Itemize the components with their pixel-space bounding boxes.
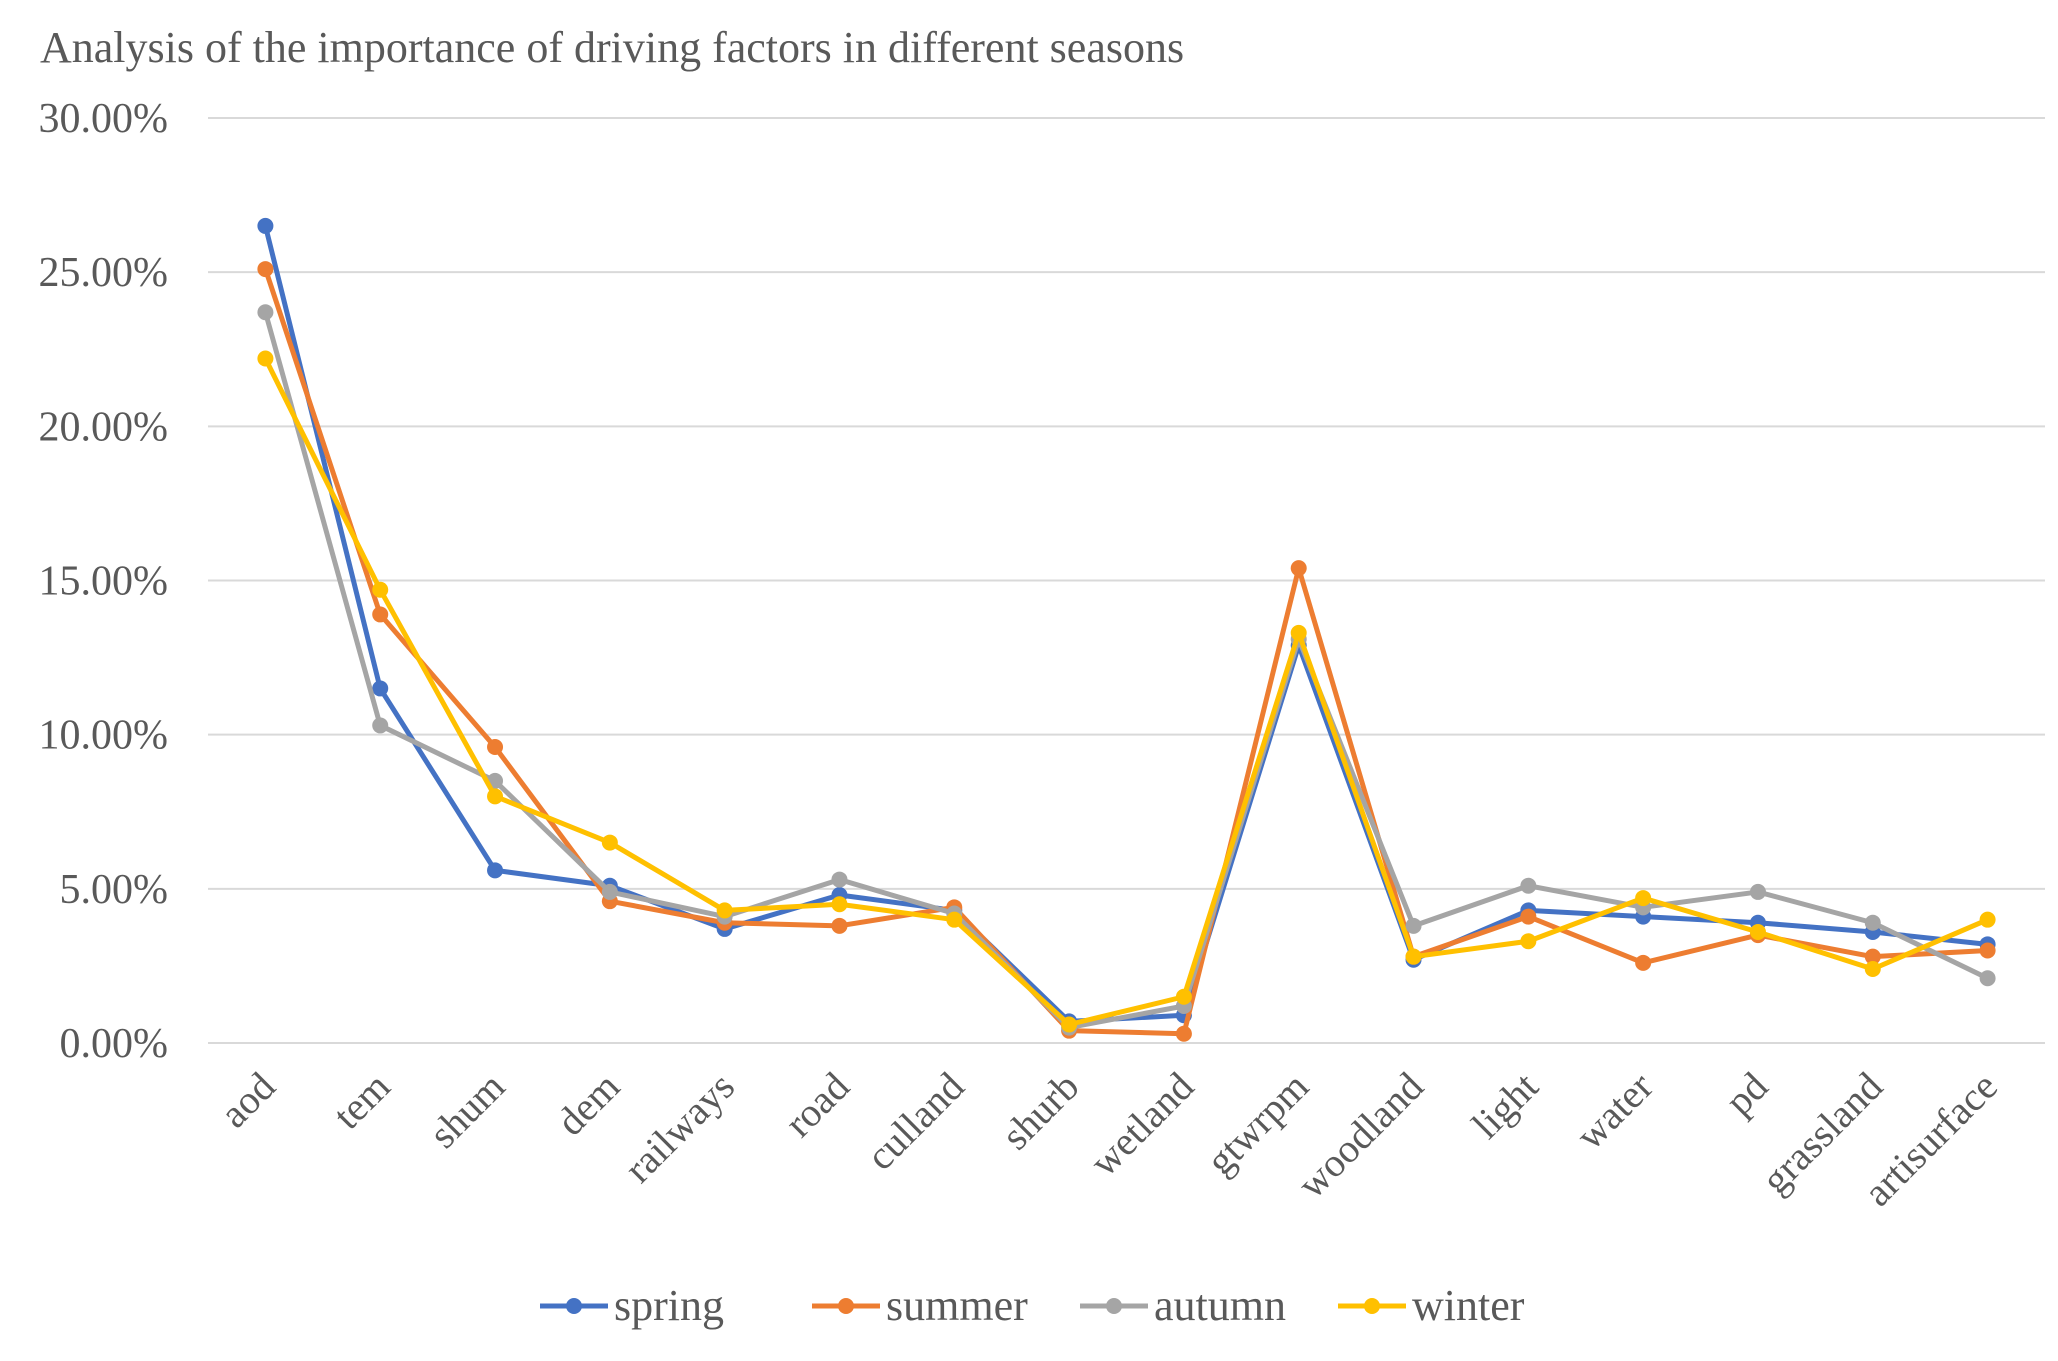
x-tick-label-railways: railways: [615, 1064, 743, 1192]
legend-swatch-marker-winter: [1364, 1298, 1380, 1314]
x-tick-label-shum: shum: [420, 1064, 513, 1157]
data-point-autumn-artisurface: [1979, 970, 1996, 987]
data-point-autumn-dem: [601, 883, 618, 900]
x-tick-label-aod: aod: [211, 1064, 284, 1137]
legend-label-autumn: autumn: [1154, 1281, 1286, 1330]
legend-item-autumn: autumn: [1080, 1281, 1286, 1330]
data-point-winter-shurb: [1061, 1016, 1078, 1033]
y-tick-label-4: 20.00%: [39, 404, 169, 450]
y-tick-label-0: 0.00%: [60, 1021, 169, 1067]
series-winter: [257, 350, 1996, 1033]
data-point-winter-grassland: [1864, 961, 1881, 977]
y-tick-label-3: 15.00%: [39, 559, 169, 605]
data-point-winter-road: [831, 896, 848, 913]
data-point-winter-culland: [946, 911, 963, 928]
data-point-winter-light: [1520, 933, 1537, 950]
data-point-summer-artisurface: [1979, 942, 1996, 959]
data-point-summer-gtwrpm: [1290, 560, 1307, 577]
legend-label-winter: winter: [1412, 1281, 1525, 1330]
x-tick-label-light: light: [1463, 1064, 1547, 1148]
x-tick-label-pd: pd: [1716, 1064, 1776, 1124]
y-tick-label-1: 5.00%: [60, 867, 169, 913]
chart-title: Analysis of the importance of driving fa…: [40, 23, 1185, 72]
data-point-winter-gtwrpm: [1290, 624, 1307, 641]
data-point-winter-woodland: [1405, 948, 1422, 965]
data-point-winter-pd: [1749, 924, 1766, 940]
x-tick-label-shurb: shurb: [993, 1064, 1088, 1159]
series-line-winter: [262, 356, 1991, 1027]
data-point-winter-artisurface: [1979, 911, 1996, 928]
legend-item-spring: spring: [540, 1281, 724, 1330]
legend-swatch-marker-autumn: [1106, 1298, 1122, 1314]
data-point-autumn-grassland: [1864, 914, 1881, 931]
data-point-winter-tem: [372, 581, 389, 598]
series-line-summer: [262, 266, 1991, 1037]
data-point-autumn-pd: [1749, 883, 1766, 900]
data-point-winter-dem: [601, 834, 618, 851]
y-tick-label-5: 25.00%: [39, 250, 169, 296]
data-point-summer-light: [1520, 908, 1537, 925]
data-point-summer-water: [1635, 954, 1652, 971]
data-point-summer-aod: [257, 261, 274, 278]
x-tick-label-tem: tem: [324, 1064, 398, 1138]
data-point-summer-wetland: [1175, 1025, 1192, 1042]
series-line-spring: [262, 223, 1991, 1024]
series-autumn: [257, 304, 1996, 1036]
x-tick-label-wetland: wetland: [1081, 1064, 1202, 1185]
data-point-spring-shum: [487, 862, 504, 879]
data-point-summer-shum: [487, 739, 504, 755]
legend-item-winter: winter: [1338, 1281, 1525, 1330]
data-point-winter-aod: [257, 350, 274, 367]
legend-swatch-marker-summer: [838, 1298, 854, 1314]
data-point-summer-tem: [372, 606, 389, 623]
series-spring: [257, 217, 1996, 1030]
x-tick-label-road: road: [776, 1064, 858, 1146]
data-point-winter-railways: [716, 902, 733, 919]
x-tick-label-water: water: [1567, 1064, 1662, 1159]
x-tick-label-dem: dem: [548, 1064, 629, 1145]
data-point-autumn-woodland: [1405, 917, 1422, 934]
data-point-autumn-tem: [372, 717, 389, 734]
legend-swatch-marker-spring: [566, 1298, 582, 1314]
x-tick-label-woodland: woodland: [1289, 1064, 1432, 1207]
x-tick-label-culland: culland: [858, 1064, 973, 1179]
y-tick-label-6: 30.00%: [39, 96, 169, 142]
legend-label-spring: spring: [614, 1281, 724, 1330]
series-line-autumn: [262, 309, 1991, 1031]
data-point-spring-aod: [257, 217, 274, 234]
data-point-winter-wetland: [1175, 988, 1192, 1005]
data-point-spring-tem: [372, 680, 389, 697]
data-point-winter-water: [1635, 890, 1652, 907]
data-point-autumn-road: [831, 871, 848, 888]
legend-item-summer: summer: [812, 1281, 1028, 1330]
data-point-summer-road: [831, 917, 848, 934]
y-tick-label-2: 10.00%: [39, 713, 169, 759]
data-point-autumn-light: [1520, 877, 1537, 894]
data-point-summer-grassland: [1864, 948, 1881, 965]
data-point-winter-shum: [487, 788, 504, 805]
legend-label-summer: summer: [886, 1281, 1028, 1330]
data-point-autumn-aod: [257, 304, 274, 321]
